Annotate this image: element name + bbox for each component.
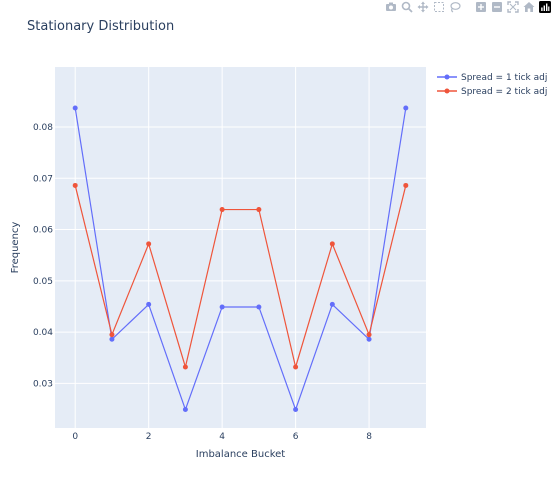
legend-marker	[444, 88, 450, 94]
legend-label: Spread = 2 tick adj	[461, 87, 547, 97]
y-tick-label: 0.05	[33, 277, 53, 287]
series-line-2[interactable]	[74, 185, 407, 370]
legend-item[interactable]: Spread = 1 tick adj	[437, 73, 547, 83]
data-point[interactable]	[403, 182, 409, 188]
series-line-1[interactable]	[74, 107, 407, 412]
data-point[interactable]	[219, 207, 225, 213]
x-tick-label: 0	[72, 432, 78, 442]
zoom-out-icon[interactable]	[491, 1, 503, 13]
legend: Spread = 1 tick adj Spread = 2 tick adj	[437, 73, 547, 97]
data-point[interactable]	[146, 301, 152, 307]
data-point[interactable]	[182, 407, 188, 413]
data-point[interactable]	[366, 336, 372, 342]
y-tick-label: 0.06	[33, 226, 53, 236]
camera-icon[interactable]	[385, 1, 397, 13]
y-axis: 0.03 0.04 0.05 0.06 0.07 0.08	[33, 123, 53, 389]
legend-item[interactable]: Spread = 2 tick adj	[437, 87, 547, 97]
data-point[interactable]	[182, 364, 188, 370]
x-axis-title: Imbalance Bucket	[196, 449, 286, 460]
data-point[interactable]	[146, 241, 152, 247]
autoscale-icon[interactable]	[507, 1, 519, 13]
lasso-icon[interactable]	[449, 1, 461, 13]
zoom-in-icon[interactable]	[475, 1, 487, 13]
data-point[interactable]	[109, 336, 115, 342]
y-tick-label: 0.07	[33, 174, 53, 184]
plot-area[interactable]	[55, 67, 426, 428]
x-axis: 0 2 4 6 8	[72, 432, 372, 442]
data-point[interactable]	[329, 241, 335, 247]
legend-marker	[444, 74, 450, 80]
series-group	[72, 105, 409, 413]
chart-title: Stationary Distribution	[27, 19, 175, 34]
x-tick-label: 8	[366, 432, 372, 442]
data-point[interactable]	[403, 105, 409, 111]
zoom-icon[interactable]	[401, 1, 413, 13]
data-point[interactable]	[256, 207, 262, 213]
y-tick-label: 0.04	[33, 328, 53, 338]
data-point[interactable]	[109, 332, 115, 338]
x-tick-label: 6	[293, 432, 299, 442]
home-icon[interactable]	[523, 1, 535, 13]
data-point[interactable]	[256, 304, 262, 310]
plotly-logo-icon[interactable]	[539, 1, 551, 13]
data-point[interactable]	[293, 364, 299, 370]
x-tick-label: 2	[146, 432, 152, 442]
data-point[interactable]	[219, 304, 225, 310]
x-tick-label: 4	[219, 432, 225, 442]
data-point[interactable]	[72, 105, 78, 111]
box-select-icon[interactable]	[433, 1, 445, 13]
data-point[interactable]	[366, 332, 372, 338]
data-point[interactable]	[293, 407, 299, 413]
data-point[interactable]	[329, 301, 335, 307]
modebar	[385, 0, 555, 14]
y-axis-title: Frequency	[10, 222, 21, 274]
pan-icon[interactable]	[417, 1, 429, 13]
data-point[interactable]	[72, 182, 78, 188]
y-tick-label: 0.03	[33, 379, 53, 389]
y-tick-label: 0.08	[33, 123, 53, 133]
gridlines	[55, 67, 426, 428]
legend-label: Spread = 1 tick adj	[461, 73, 547, 83]
